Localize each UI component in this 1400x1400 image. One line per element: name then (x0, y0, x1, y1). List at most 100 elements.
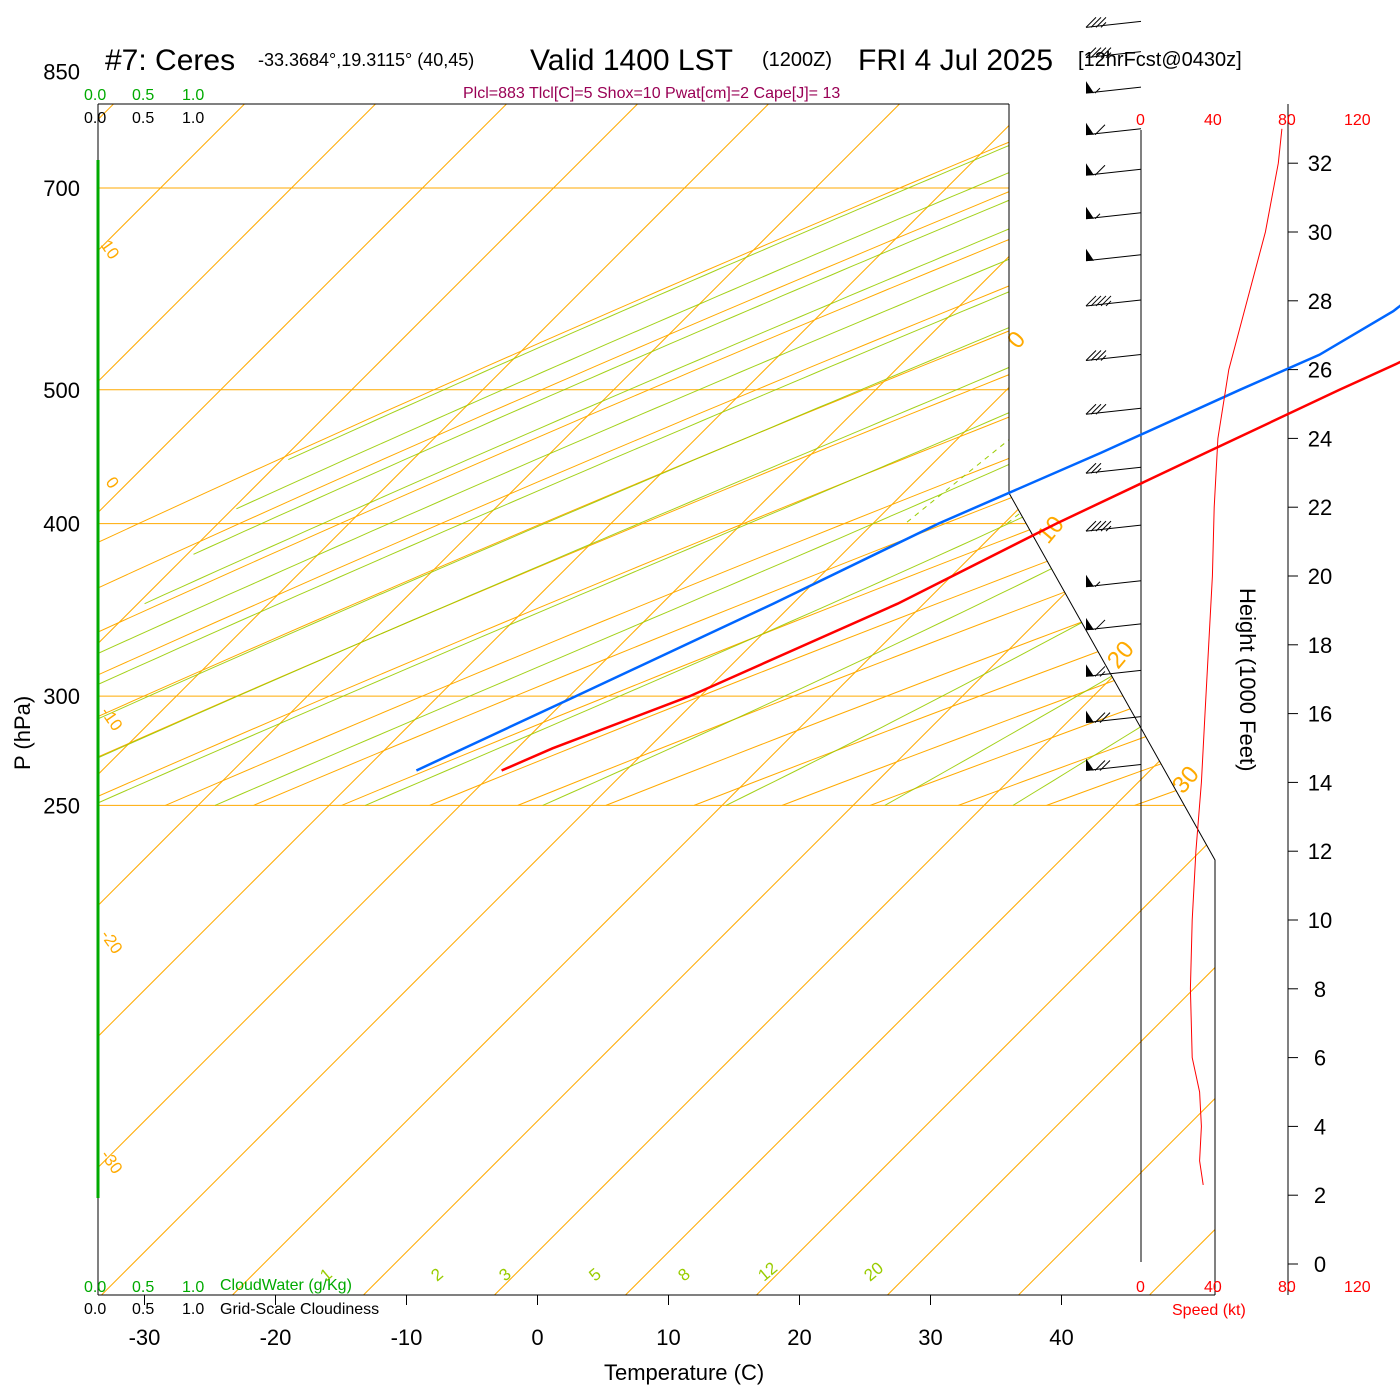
dry-adiabat (782, 104, 1215, 806)
wind-barb-flag (1086, 248, 1094, 261)
moist-adiabat (236, 104, 1215, 510)
wind-barb-half (1105, 52, 1112, 58)
wind-barb-flag (1086, 163, 1094, 176)
wind-barb-feather (1090, 462, 1102, 474)
dry-adiabat (98, 104, 1215, 806)
height-tick-label: 10 (1308, 908, 1332, 933)
axis-ticks: -30-20-100102030402503004005007008501000… (43, 60, 1332, 1350)
isotherm-line (1149, 104, 1215, 1295)
isotherm-label: 30 (1167, 761, 1205, 799)
moist-adiabat (288, 104, 1215, 461)
mixing-ratio-label: 8 (674, 1264, 693, 1285)
x-tick-label: 0 (531, 1325, 543, 1350)
cloudwater-bottom-1: 0.5 (132, 1279, 154, 1296)
height-tick-label: 32 (1308, 151, 1332, 176)
speed-label: Speed (kt) (1172, 1302, 1246, 1319)
isotherm-line (98, 104, 900, 1295)
isotherm-line (98, 104, 376, 1295)
wind-barb-feather (1095, 295, 1107, 307)
wind-barb-staff (1085, 716, 1142, 724)
moist-adiabat (98, 104, 1215, 717)
isotherm-line (101, 104, 1215, 1295)
height-tick-label: 12 (1308, 839, 1332, 864)
isotherm-label: -30 (97, 1146, 127, 1177)
moist-adiabat (214, 104, 1215, 806)
height-tick-label: 22 (1308, 495, 1332, 520)
mixing-ratio-line (1006, 104, 1215, 524)
mixing-ratio-label: 20 (860, 1258, 887, 1285)
dewpoint-trace (415, 304, 1400, 772)
cloudiness-scale-2: 1.0 (182, 110, 204, 127)
station-coords: -33.3684°,19.3115° (40,45) (258, 50, 474, 70)
mixing-ratio-label: 3 (495, 1264, 514, 1285)
forecast-date: FRI 4 Jul 2025 (858, 44, 1053, 77)
frame-right (1008, 104, 1216, 1295)
forecast-info: [12hrFcst@0430z] (1078, 49, 1242, 71)
cloudiness-label: Grid-Scale Cloudiness (220, 1301, 379, 1318)
wind-barb-staff (1085, 669, 1142, 677)
dry-adiabat (98, 104, 1215, 806)
isotherm-line (494, 104, 1215, 1295)
wind-barb-feather (1100, 520, 1112, 532)
wind-barb-feather (1085, 462, 1097, 474)
moist-adiabat (98, 104, 1215, 806)
wind-barb-half (1095, 467, 1102, 474)
wind-barb-staff (1085, 763, 1142, 771)
dry-adiabat (253, 104, 1215, 806)
isotherm-line (363, 104, 1215, 1295)
wind-barb-staff (1085, 168, 1142, 176)
x-tick-label: 20 (787, 1325, 811, 1350)
mixing-ratio-line (1152, 104, 1215, 524)
wind-barb-feather (1095, 520, 1107, 532)
moist-adiabat (193, 104, 1215, 555)
sounding-traces (415, 304, 1400, 772)
moist-adiabat (542, 104, 1215, 806)
cloudwater-label: CloudWater (g/Kg) (220, 1277, 352, 1294)
wind-barb-flag (1086, 574, 1094, 587)
cloudwater-bottom-0: 0.0 (84, 1279, 106, 1296)
x-tick-label: 40 (1049, 1325, 1073, 1350)
pressure-tick-label: 500 (43, 378, 80, 403)
height-tick-label: 20 (1308, 564, 1332, 589)
pressure-tick-label: 300 (43, 684, 80, 709)
wind-barb-half (1105, 525, 1112, 532)
wind-barb-staff (1085, 20, 1142, 28)
wind-barb-half (1094, 87, 1101, 94)
x-tick-label: -10 (391, 1325, 423, 1350)
isotherm-label: 0 (102, 473, 123, 492)
cloudwater-scale-1: 0.5 (132, 87, 154, 104)
height-tick-label: 14 (1308, 770, 1332, 795)
wind-barb-feather (1095, 47, 1107, 58)
wind-barb-staff (1085, 623, 1142, 631)
wind-barb-feather (1095, 350, 1107, 361)
speed-bottom-120: 120 (1344, 1279, 1371, 1296)
wind-barb-staff (1085, 524, 1142, 532)
speed-top-80: 80 (1278, 112, 1296, 129)
height-tick-label: 4 (1314, 1114, 1326, 1139)
wind-barb-feather (1085, 403, 1097, 415)
height-tick-label: 28 (1308, 289, 1332, 314)
x-tick-label: -20 (260, 1325, 292, 1350)
y-axis-label: P (hPa) (10, 696, 35, 770)
valid-time: Valid 1400 LST (530, 44, 733, 77)
x-tick-label: -30 (129, 1325, 161, 1350)
height-axis-label: Height (1000 Feet) (1235, 588, 1260, 771)
mixing-ratio-label: 5 (585, 1264, 604, 1285)
moist-adiabat (725, 104, 1215, 806)
wind-barb-feather (1085, 520, 1097, 532)
wind-barb-feather (1094, 712, 1106, 724)
wind-barb-feather (1100, 47, 1112, 58)
pressure-tick-label: 700 (43, 176, 80, 201)
wind-barb-feather (1090, 295, 1102, 307)
moist-adiabat (98, 104, 1215, 771)
pressure-tick-label: 400 (43, 512, 80, 537)
speed-bottom-0: 0 (1136, 1279, 1145, 1296)
wind-barb-staff (1085, 299, 1142, 307)
cloudwater-scale-0: 0.0 (84, 87, 106, 104)
isotherm-line (625, 104, 1215, 1295)
wind-barbs (1085, 17, 1142, 771)
wind-barb-half (1100, 22, 1107, 28)
dry-adiabat (98, 104, 1215, 806)
wind-barb-flag (1086, 81, 1094, 94)
cloudiness-bottom-0: 0.0 (84, 1301, 106, 1318)
